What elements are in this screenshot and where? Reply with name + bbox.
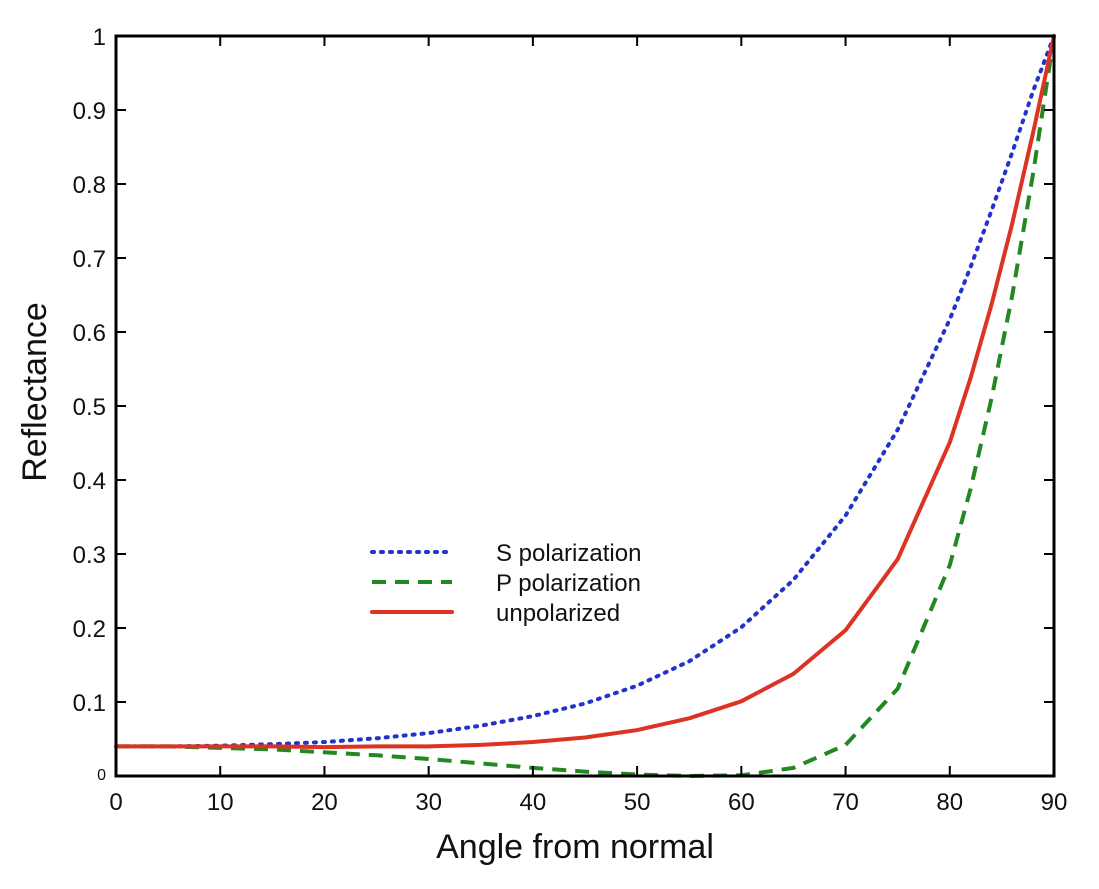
x-tick-label: 10 [207, 789, 234, 816]
y-tick-label: 0.5 [73, 394, 106, 421]
ticks-layer [116, 36, 1054, 776]
y-tick-label: 0.2 [73, 616, 106, 643]
y-tick-label: 0.4 [73, 468, 106, 495]
series-layer [114, 34, 1056, 778]
legend: S polarization P polarization unpolarized [370, 540, 641, 627]
y-tick-label: 0.7 [73, 246, 106, 273]
y-tick-label: 0 [97, 767, 106, 784]
y-tick-label: 0.8 [73, 172, 106, 199]
x-tick-label: 90 [1041, 789, 1068, 816]
series-line-2 [114, 34, 1056, 750]
x-tick-label: 60 [728, 789, 755, 816]
y-tick-label: 1 [93, 24, 106, 51]
y-tick-label: 0.6 [73, 320, 106, 347]
x-tick-label: 20 [311, 789, 338, 816]
plot-frame [114, 34, 1056, 778]
x-tick-label: 0 [109, 789, 122, 816]
y-tick-label: 0.9 [73, 98, 106, 125]
y-axis-title: Reflectance [16, 302, 54, 482]
legend-label-1: P polarization [496, 570, 641, 597]
series-line-1 [116, 35, 1056, 778]
x-axis-title: Angle from normal [436, 828, 714, 866]
y-tick-label: 0.3 [73, 542, 106, 569]
y-tick-label: 0.1 [73, 690, 106, 717]
series-line-0 [114, 34, 1056, 749]
legend-label-0: S polarization [496, 540, 641, 567]
x-tick-label: 70 [832, 789, 859, 816]
x-tick-label: 40 [520, 789, 547, 816]
x-tick-label: 50 [624, 789, 651, 816]
labels-layer: 0 10 20 30 40 50 60 70 80 90 0 0.1 0.2 0.3 0.4 0.5 0.6 0.… [73, 24, 1068, 816]
x-tick-label: 80 [936, 789, 963, 816]
legend-label-2: unpolarized [496, 600, 620, 627]
x-tick-label: 30 [415, 789, 442, 816]
